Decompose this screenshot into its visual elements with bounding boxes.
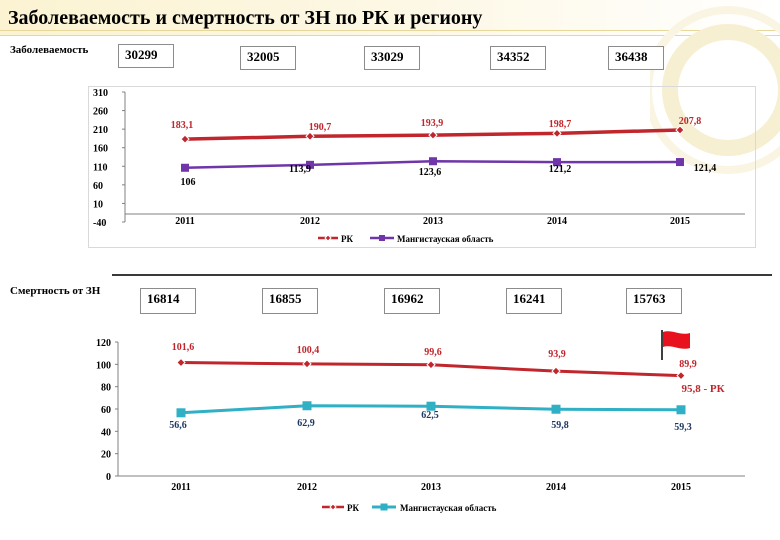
y-tick-label: 210 [93,125,108,136]
y-tick-label: 10 [93,199,103,210]
data-label: 89,9 [679,359,697,370]
x-tick-label: 2011 [171,482,190,493]
legend-rk-marker [324,234,332,242]
legend-mangistau-label: Мангистауская область [400,503,497,513]
mortality-box-2012: 16855 [262,288,318,314]
y-tick-label: 310 [93,88,108,99]
mangistau-mortality-point [676,405,686,415]
incidence-chart-frame [88,86,756,248]
x-tick-label: 2012 [300,216,320,227]
rk-incidence-point [305,131,315,142]
data-label: 121,4 [694,163,717,174]
y-tick-label: 110 [93,162,107,173]
x-tick-label: 2015 [671,482,691,493]
y-tick-label: 20 [101,450,111,461]
data-label: 123,6 [419,167,442,178]
incidence-box-2014: 34352 [490,46,546,70]
incidence-box-2011: 30299 [118,44,174,68]
rk-mortality-point [176,357,186,368]
legend-rk-marker [329,503,337,511]
rk-mortality-point [551,366,561,376]
data-label: 59,3 [674,422,692,433]
data-label: 183,1 [171,120,194,131]
y-tick-label: -40 [93,218,106,229]
mangistau-incidence-point [429,157,437,166]
mangistau-incidence-point [553,158,561,167]
y-tick-label: 40 [101,427,111,438]
legend-rk-label: РК [341,234,353,244]
x-tick-label: 2013 [423,216,443,227]
flag-icon [663,331,690,349]
x-tick-label: 2012 [297,482,317,493]
data-label: 113,9 [289,164,311,175]
y-tick-label: 100 [96,360,111,371]
mangistau-incidence-point [181,163,189,172]
mangistau-mortality-point [426,401,436,411]
x-tick-label: 2015 [670,216,690,227]
title-underline [0,30,780,36]
data-label: 207,8 [679,116,702,127]
y-tick-label: 120 [96,338,111,349]
rk-incidence-point [180,134,190,144]
rk-mortality-point [676,370,686,381]
rk-incidence-point [428,130,438,140]
x-tick-label: 2011 [175,216,194,227]
data-label: 193,9 [421,118,444,129]
x-tick-label: 2014 [547,216,567,227]
y-tick-label: 80 [101,383,111,394]
mangistau-mortality-point [551,404,561,414]
page-title: Заболеваемость и смертность от ЗН по РК … [8,7,483,29]
mangistau-mortality-point [176,408,186,418]
data-label: 106 [181,177,196,188]
legend-mangistau-marker [379,235,385,241]
x-tick-label: 2013 [421,482,441,493]
incidence-box-2015: 36438 [608,46,664,70]
x-tick-label: 2014 [546,482,566,493]
mangistau-incidence-point [306,160,314,169]
rk-mortality-point [302,359,312,369]
data-label: 121,2 [549,164,572,175]
mortality-box-2013: 16962 [384,288,440,314]
incidence-box-2012: 32005 [240,46,296,70]
rk-incidence-point [552,128,562,139]
data-label: 59,8 [551,420,569,431]
y-tick-label: 0 [106,472,111,483]
y-tick-label: 60 [101,405,111,416]
data-label: 99,6 [424,347,442,358]
incidence-label: Заболеваемость [10,44,89,56]
section-divider [112,274,772,276]
rk-incidence-point [675,125,685,135]
title-bar [0,0,780,36]
data-label: 101,6 [172,342,195,353]
legend-mangistau-marker [380,503,388,511]
data-label: 198,7 [549,119,572,130]
mortality-box-2014: 16241 [506,288,562,314]
data-label: 93,9 [548,349,566,360]
data-label: 62,5 [421,410,439,421]
decorative-rings [650,6,780,174]
mortality-box-2015: 15763 [626,288,682,314]
y-tick-label: 60 [93,181,103,192]
data-label: 190,7 [309,122,332,133]
legend-rk-label: РК [347,503,359,513]
incidence-box-2013: 33029 [364,46,420,70]
mortality-box-2011: 16814 [140,288,196,314]
y-tick-label: 260 [93,107,108,118]
data-label: 100,4 [297,345,320,356]
legend-mangistau-label: Мангистауская область [397,234,494,244]
y-tick-label: 160 [93,144,108,155]
mortality-label: Смертность от ЗН [10,285,101,297]
mangistau-incidence-point [676,158,684,167]
data-label: 62,9 [297,418,315,429]
rk-average-annotation: 95,8 - РК [681,383,724,395]
rk-mortality-point [426,360,436,370]
data-label: 56,6 [169,420,187,431]
mangistau-mortality-point [302,401,312,411]
